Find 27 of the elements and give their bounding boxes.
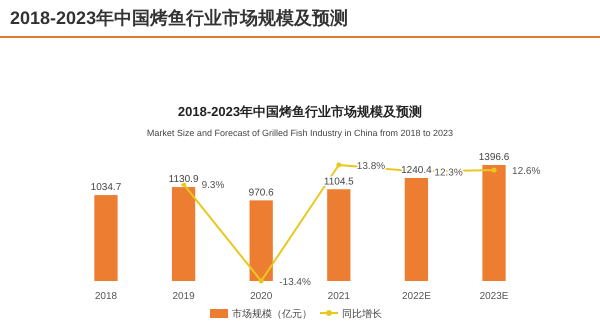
data-label: 1034.7 — [90, 182, 122, 194]
data-label: -13.4% — [279, 277, 311, 288]
legend-label: 同比增长 — [342, 308, 382, 320]
legend-label: 市场规模（亿元） — [232, 308, 312, 320]
data-label: 1396.6 — [478, 152, 510, 163]
x-tick-label: 2019 — [172, 291, 196, 302]
x-tick-label: 2023E — [480, 291, 509, 302]
x-tick-label: 2021 — [328, 291, 350, 302]
bar — [250, 200, 273, 281]
bar — [172, 187, 196, 281]
text: Market Size and Forecast of Grilled Fish Industry in China from 2018 to 2023 — [146, 128, 454, 138]
x-tick-label: 2018 — [94, 291, 118, 302]
point — [258, 278, 264, 284]
bar — [404, 178, 428, 281]
data-label: 970.6 — [248, 187, 274, 198]
data-label: 9.3% — [202, 180, 224, 192]
x-tick-label: 2022E — [402, 291, 432, 302]
chart-subtitle: 2018-2023年中国烤鱼行业市场规模及预测 — [178, 104, 422, 119]
data-label: 12.6% — [512, 166, 540, 178]
bar — [327, 189, 350, 281]
bar — [94, 195, 118, 281]
data-label: 1130.9 — [168, 174, 199, 186]
x-tick-label: 2020 — [250, 291, 273, 302]
point — [336, 162, 342, 168]
bar — [482, 165, 506, 281]
point — [492, 168, 497, 173]
chart-title: 2018-2023年中国烤鱼行业市场规模及预测 — [10, 8, 348, 28]
